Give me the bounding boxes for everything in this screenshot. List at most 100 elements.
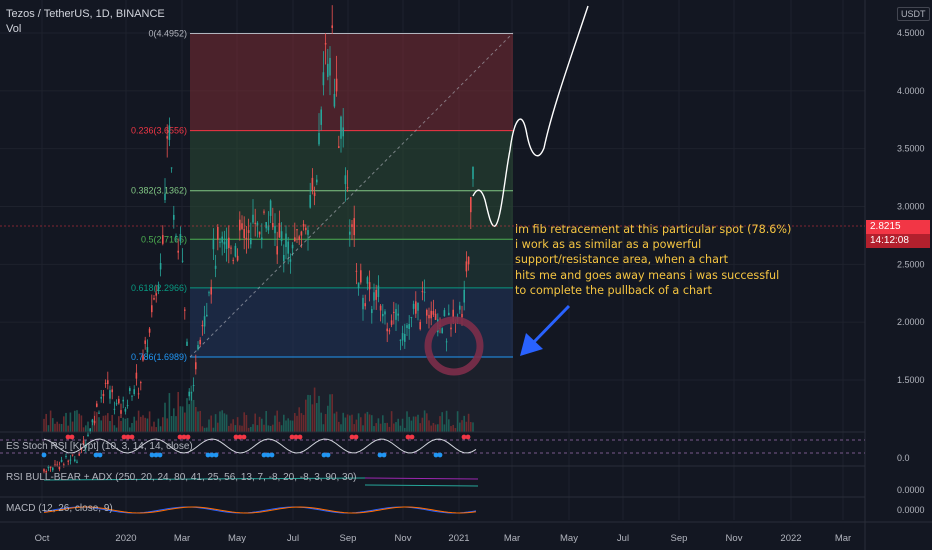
candle-body	[386, 328, 388, 332]
candle-body	[419, 321, 421, 330]
volume-bar	[107, 413, 109, 432]
candle-body	[109, 390, 111, 399]
candle-body	[450, 327, 452, 330]
candle-body	[133, 389, 135, 395]
candle-body	[225, 239, 228, 249]
candle-body	[243, 229, 245, 239]
volume-bar	[100, 420, 102, 432]
candle-body	[274, 225, 276, 234]
candle-body	[353, 218, 355, 236]
volume-bar	[157, 418, 160, 432]
candle-body	[327, 63, 329, 77]
volume-bar	[234, 425, 237, 432]
volume-bar	[148, 411, 151, 432]
candle-body	[298, 236, 300, 240]
candle-body	[289, 259, 292, 262]
volume-bar	[362, 425, 364, 432]
volume-bar	[45, 413, 47, 432]
rsi-adx-axis-value: 0.0000	[897, 485, 925, 495]
volume-bar	[289, 420, 292, 432]
time-tick-label: May	[560, 533, 578, 544]
macd-label[interactable]: MACD (12, 26, close, 9)	[6, 503, 113, 514]
volume-bar	[146, 418, 149, 432]
volume-bar	[353, 424, 355, 432]
candle-body	[115, 403, 118, 405]
candle-body	[344, 175, 347, 185]
stoch-oversold-dot	[261, 452, 267, 458]
fib-trend-line	[189, 32, 514, 358]
candle-body	[201, 325, 204, 327]
candle-body	[318, 132, 320, 145]
volume-bar	[256, 425, 259, 432]
candle-body	[236, 255, 239, 261]
candle-body	[390, 320, 393, 325]
candle-body	[63, 464, 65, 466]
volume-bar	[410, 420, 413, 432]
stoch-oversold-dot	[209, 452, 215, 458]
volume-bar	[254, 413, 256, 432]
time-axis[interactable]: Oct 2020 Mar May Jul Sep Nov 2021 Mar May Jul Sep No…	[0, 521, 932, 544]
candle-body	[52, 467, 54, 471]
candle-body	[426, 309, 428, 316]
volume-bar	[151, 426, 153, 432]
candle-body	[430, 310, 432, 319]
volume-bar	[412, 416, 415, 432]
currency-button[interactable]: USDT	[897, 7, 930, 21]
candle-body	[331, 25, 333, 28]
stoch-overbought-dot	[69, 434, 75, 440]
candle-body	[223, 241, 226, 245]
volume-bar	[102, 415, 105, 432]
volume-bar	[456, 411, 459, 432]
volume-bar	[430, 425, 432, 432]
volume-bar	[168, 393, 171, 432]
volume-bar	[342, 412, 344, 432]
candle-body	[371, 309, 373, 314]
candle-body	[305, 227, 307, 231]
stoch-oversold-dot	[153, 452, 159, 458]
stoch-overbought-dot	[241, 434, 247, 440]
volume-bar	[349, 415, 351, 432]
volume-bar	[366, 411, 369, 432]
volume-bar	[142, 415, 144, 432]
volume-bar	[318, 395, 320, 432]
volume-bar	[351, 414, 353, 432]
volume-bar	[459, 422, 461, 432]
candle-body	[423, 291, 426, 293]
volume-bar	[324, 413, 327, 432]
volume-bar	[291, 420, 294, 432]
candle-body	[415, 301, 417, 314]
candle-body	[296, 229, 298, 231]
candle-body	[366, 277, 369, 284]
stoch-oversold-dot	[93, 452, 99, 458]
candle-body	[276, 246, 278, 255]
time-tick-label: Sep	[671, 533, 688, 544]
candle-body	[291, 244, 294, 249]
candle-body	[395, 309, 397, 320]
volume-bar	[373, 426, 375, 432]
candle-body	[256, 222, 259, 226]
candle-body	[252, 214, 254, 223]
candle-body	[153, 298, 155, 300]
time-tick-label: 2022	[780, 533, 801, 544]
candle-body	[280, 231, 283, 242]
stoch-oversold-dot	[149, 452, 155, 458]
volume-bar	[144, 417, 146, 432]
volume-bar	[230, 423, 232, 432]
candle-body	[401, 333, 404, 341]
stoch-rsi-label[interactable]: ES Stoch RSI [Krypt] (10, 3, 14, 14, clo…	[6, 441, 193, 452]
volume-bar	[56, 421, 58, 432]
volume-bar	[269, 425, 272, 432]
target-circle	[424, 316, 484, 376]
volume-bar	[287, 418, 289, 432]
volume-bar	[113, 425, 116, 432]
candle-body	[258, 231, 261, 235]
candle-body	[234, 245, 237, 257]
candle-body	[379, 305, 382, 311]
volume-bar	[250, 426, 252, 432]
rsi-adx-label[interactable]: RSI BULL-BEAR + ADX (250, 20, 24, 80, 41…	[6, 472, 357, 483]
candle-body	[294, 237, 296, 242]
candle-body	[56, 464, 58, 466]
time-tick-label: Nov	[395, 533, 412, 544]
